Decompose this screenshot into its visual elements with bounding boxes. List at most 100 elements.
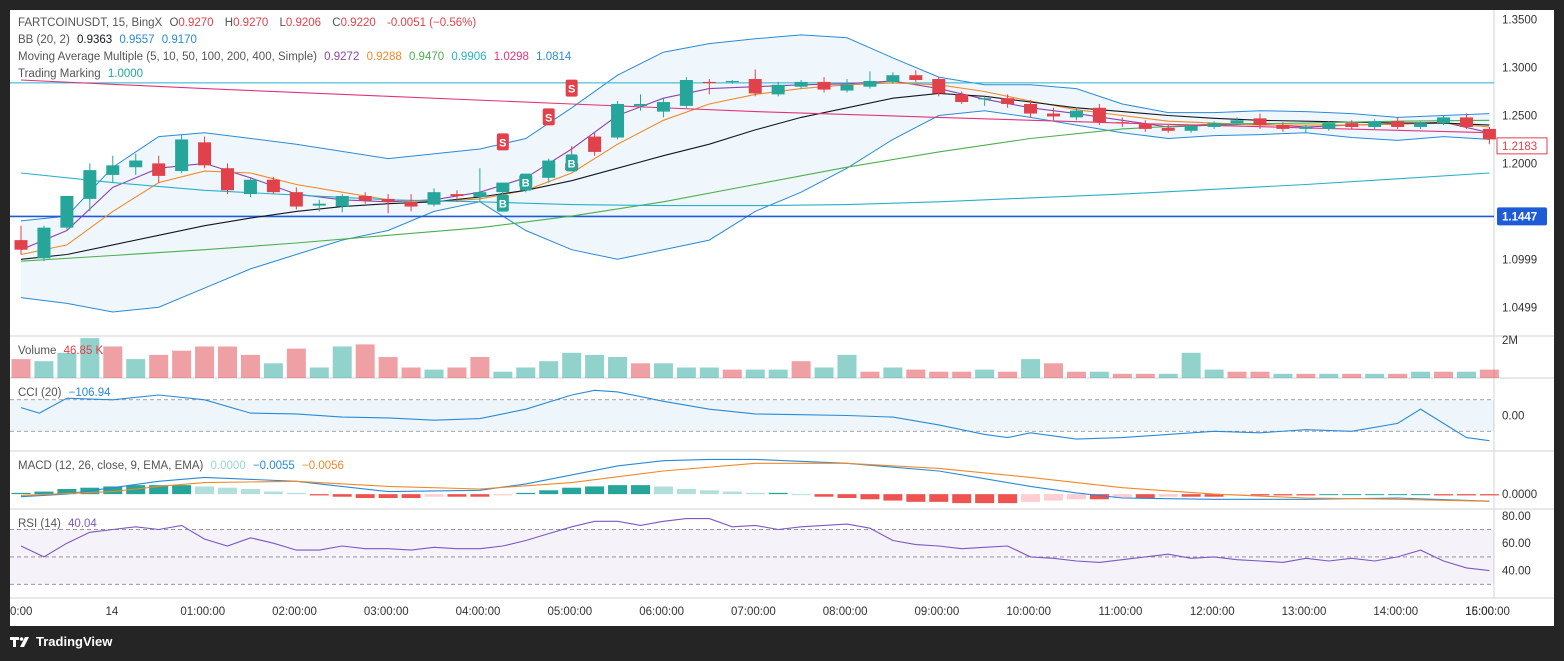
- tradingview-name: TradingView: [36, 634, 113, 649]
- low-value: 0.9206: [285, 17, 322, 29]
- volume-bar: [952, 371, 972, 378]
- macd-hist-bar: [1342, 494, 1362, 496]
- price-tick: 1.0999: [1502, 254, 1537, 266]
- volume-bar: [699, 367, 719, 378]
- volume-bar: [401, 367, 421, 378]
- candle-body: [702, 81, 716, 84]
- macd-hist-bar: [263, 491, 283, 495]
- macd-hist-bar: [608, 485, 628, 495]
- macd-hist-bar: [57, 489, 77, 495]
- macd-hist-bar: [1365, 494, 1385, 496]
- candle-body: [817, 81, 831, 90]
- candle-body: [932, 79, 946, 94]
- candle-body: [748, 79, 762, 94]
- macd-line: [20, 458, 1490, 502]
- macd-hist-bar: [745, 492, 765, 495]
- volume-bar: [1388, 373, 1408, 378]
- macd-hist-bar: [332, 494, 352, 497]
- macd-legend[interactable]: MACD (12, 26, close, 9, EMA, EMA) 0.0000…: [18, 460, 348, 472]
- volume-bar: [676, 367, 696, 378]
- candle-body: [1001, 98, 1015, 104]
- volume-bar: [240, 354, 260, 378]
- cci-legend[interactable]: CCI (20) −106.94: [18, 387, 115, 399]
- candle-body: [404, 201, 418, 207]
- candle-body: [656, 102, 670, 112]
- volume-bar: [1434, 371, 1454, 378]
- candle-body: [473, 192, 487, 197]
- macd-hist-bar: [860, 494, 880, 500]
- macd-hist-bar: [103, 486, 123, 495]
- volume-bar: [883, 367, 903, 378]
- tm-label: Trading Marking: [18, 68, 101, 80]
- time-tick: 11:00:00: [1099, 606, 1143, 618]
- time-tick: 04:00:00: [456, 606, 501, 618]
- cci-label: CCI (20): [18, 387, 62, 399]
- ma-value-4: 0.9906: [451, 51, 487, 63]
- tradingview-logo-icon: [10, 636, 29, 647]
- candle-body: [1322, 123, 1336, 129]
- tm-legend[interactable]: Trading Marking 1.0000: [18, 68, 147, 80]
- volume-bar: [218, 346, 238, 378]
- candle-body: [1161, 127, 1175, 131]
- macd-hist-bar: [493, 494, 513, 496]
- rsi-legend[interactable]: RSI (14) 40.04: [18, 518, 101, 530]
- ma-legend[interactable]: Moving Average Multiple (5, 10, 50, 100,…: [18, 51, 575, 63]
- candle-body: [1437, 117, 1451, 124]
- symbol-legend: FARTCOINUSDT, 15, BingX O0.9270 H0.9270 …: [18, 17, 480, 29]
- candle-body: [152, 163, 166, 176]
- symbol-name[interactable]: FARTCOINUSDT, 15, BingX: [18, 17, 163, 29]
- macd-signal-line: [20, 462, 1490, 502]
- candle-body: [289, 192, 303, 207]
- tradingview-branding[interactable]: TradingView: [10, 634, 112, 649]
- sell-marker: S: [496, 133, 509, 151]
- macd-hist-bar: [1456, 494, 1476, 496]
- low-label: L: [279, 17, 286, 29]
- macd-hist-bar: [1250, 494, 1270, 496]
- candle-body: [198, 142, 212, 166]
- candle-body: [106, 165, 120, 175]
- candle-body: [679, 79, 693, 106]
- volume-bar: [195, 346, 215, 378]
- macd-hist-bar: [722, 491, 742, 495]
- candle-body: [1115, 122, 1129, 124]
- macd-label: MACD (12, 26, close, 9, EMA, EMA): [18, 460, 204, 472]
- macd-hist-bar: [378, 494, 398, 498]
- macd-hist-bar: [814, 494, 834, 497]
- time-tick: 14: [105, 606, 118, 618]
- macd-hist-bar: [34, 491, 54, 495]
- macd-hist-bar: [699, 490, 719, 495]
- volume-bar: [447, 367, 467, 378]
- volume-bar: [1319, 373, 1339, 378]
- buy-marker-badge: [496, 194, 509, 212]
- volume-bar: [1273, 373, 1293, 378]
- chart-canvas[interactable]: S S S B B B 1.3500 1.3000 1.2500 1.2000 1.0999 1.0…: [10, 10, 1554, 626]
- macd-hist-bar: [1135, 494, 1155, 498]
- candle-body: [1184, 126, 1198, 131]
- time-tick: 01:00:00: [180, 606, 225, 618]
- macd-hist-value: 0.0000: [210, 460, 246, 472]
- macd-tick: 0.0000: [1502, 489, 1537, 501]
- bb-upper-line: [20, 34, 1490, 222]
- price-tick: 1.3000: [1502, 63, 1537, 75]
- time-tick: 07:00:00: [731, 606, 776, 618]
- sell-marker-badge: [496, 133, 509, 151]
- ma-value-1: 0.9272: [324, 51, 360, 63]
- time-tick: 02:00:00: [272, 606, 317, 618]
- macd-hist-bar: [172, 485, 192, 495]
- candle-body: [886, 75, 900, 82]
- macd-hist-bar: [470, 494, 490, 497]
- time-tick: 09:00:00: [915, 606, 960, 618]
- candle-body: [1230, 120, 1244, 124]
- volume-bar: [103, 346, 123, 378]
- volume-bar: [172, 350, 192, 378]
- bb-lower-value: 0.9170: [161, 34, 197, 46]
- bb-legend[interactable]: BB (20, 2) 0.9363 0.9557 0.9170: [18, 34, 201, 46]
- time-tick: 05:00:00: [547, 606, 592, 618]
- volume-label: Volume: [18, 345, 57, 357]
- volume-bar: [34, 361, 54, 378]
- volume-bar: [768, 369, 788, 378]
- bb-upper-value: 0.9557: [119, 34, 155, 46]
- sell-marker-label: S: [568, 84, 575, 96]
- volume-tick: 2M: [1502, 335, 1518, 347]
- volume-legend[interactable]: Volume 46.85 K: [18, 345, 107, 357]
